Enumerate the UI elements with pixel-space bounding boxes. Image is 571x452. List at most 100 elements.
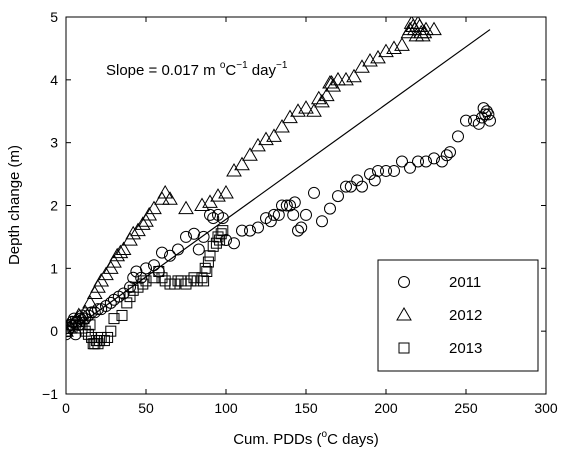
data-point-2011 <box>477 102 490 115</box>
data-point-2013 <box>92 338 104 350</box>
data-point-2011 <box>476 111 488 124</box>
data-point-2013 <box>98 335 110 347</box>
data-point-2011 <box>104 296 117 309</box>
legend-label-2012: 2012 <box>449 307 482 324</box>
data-point-2012 <box>394 37 410 51</box>
data-point-2011 <box>244 224 256 237</box>
data-point-2012 <box>306 103 322 117</box>
data-point-2013 <box>217 225 229 237</box>
data-point-2012 <box>146 200 162 215</box>
data-point-2012 <box>70 307 87 321</box>
data-point-2011 <box>324 202 336 215</box>
data-point-2011 <box>180 230 192 243</box>
legend-label-2013: 2013 <box>449 340 482 357</box>
data-point-2012 <box>112 244 129 259</box>
data-point-2012 <box>362 52 378 67</box>
data-point-2012 <box>258 131 274 146</box>
y-tick-label: 5 <box>50 9 58 25</box>
data-point-2013 <box>201 265 213 277</box>
data-point-2013 <box>198 275 210 287</box>
x-tick-label: 150 <box>294 400 318 416</box>
fit-line <box>66 29 491 335</box>
data-point-2012 <box>242 147 258 161</box>
data-point-2012 <box>178 200 194 215</box>
y-tick-label: 3 <box>50 135 58 151</box>
data-point-2013 <box>204 250 216 262</box>
slope-annotation: Slope = 0.017 m oC−1 day−1 <box>106 60 288 79</box>
data-point-2011 <box>156 246 168 259</box>
data-point-2011 <box>228 237 240 250</box>
data-point-2012 <box>318 87 335 102</box>
data-point-2011 <box>252 221 264 234</box>
data-point-2012 <box>82 294 98 309</box>
x-tick-label: 200 <box>374 400 398 416</box>
data-point-2012 <box>77 304 94 318</box>
y-tick-label: 4 <box>50 72 58 88</box>
data-point-2013 <box>73 319 85 331</box>
data-point-2012 <box>125 225 142 240</box>
data-point-2012 <box>162 191 178 205</box>
y-axis-label: Depth change (m) <box>6 145 23 265</box>
y-tick-label: 2 <box>50 198 58 214</box>
x-tick-label: 250 <box>454 400 478 416</box>
data-point-2012 <box>338 71 354 86</box>
data-point-2011 <box>412 155 424 168</box>
data-point-2011 <box>292 224 304 237</box>
x-tick-label: 100 <box>214 400 238 416</box>
data-point-2011 <box>300 208 312 221</box>
data-point-2012 <box>290 103 306 117</box>
y-tick-label: 0 <box>50 323 58 339</box>
data-point-2011 <box>236 224 248 237</box>
data-point-2013 <box>202 256 214 268</box>
data-point-2012 <box>157 184 174 199</box>
data-point-2013 <box>108 313 120 325</box>
data-point-2012 <box>346 68 362 83</box>
data-point-2011 <box>484 114 496 127</box>
data-point-2011 <box>452 130 464 143</box>
data-point-2011 <box>287 208 300 221</box>
data-point-2011 <box>460 114 472 127</box>
y-tick-label: 1 <box>50 260 58 276</box>
x-tick-label: 300 <box>534 400 558 416</box>
data-point-2013 <box>199 262 211 274</box>
data-point-2011 <box>428 152 440 165</box>
data-point-2011 <box>308 186 320 199</box>
legend-marker-2011 <box>398 276 410 288</box>
data-point-2011 <box>295 221 308 234</box>
data-point-2012 <box>330 71 346 86</box>
data-point-2011 <box>192 243 205 256</box>
x-tick-label: 50 <box>138 400 154 416</box>
data-point-2012 <box>378 43 394 58</box>
data-point-2012 <box>194 197 210 212</box>
data-point-2011 <box>404 161 416 174</box>
data-point-2013 <box>169 278 181 290</box>
data-point-2013 <box>84 319 96 331</box>
data-point-2013 <box>214 234 226 246</box>
data-point-2013 <box>95 331 107 343</box>
data-point-2012 <box>210 188 226 202</box>
data-point-2011 <box>117 287 130 300</box>
data-point-2013 <box>156 272 168 284</box>
x-axis-label: Cum. PDDs (oC days) <box>233 429 379 448</box>
data-point-2012 <box>274 118 290 133</box>
data-point-2013 <box>102 331 114 343</box>
data-point-2013 <box>105 325 117 337</box>
data-point-2011 <box>436 155 448 168</box>
data-point-2011 <box>444 146 456 159</box>
data-point-2011 <box>316 215 328 228</box>
data-point-2011 <box>204 208 216 221</box>
data-point-2012 <box>411 18 428 32</box>
y-tick-label: −1 <box>42 386 58 402</box>
data-point-2012 <box>298 100 314 114</box>
data-layer <box>66 17 496 350</box>
data-point-2012 <box>266 128 282 142</box>
data-point-2011 <box>380 164 392 177</box>
data-point-2012 <box>426 21 442 36</box>
legend: 2011 2012 2013 <box>377 259 539 372</box>
data-point-2013 <box>124 291 136 303</box>
data-point-2011 <box>372 164 384 177</box>
data-point-2011 <box>288 196 301 209</box>
